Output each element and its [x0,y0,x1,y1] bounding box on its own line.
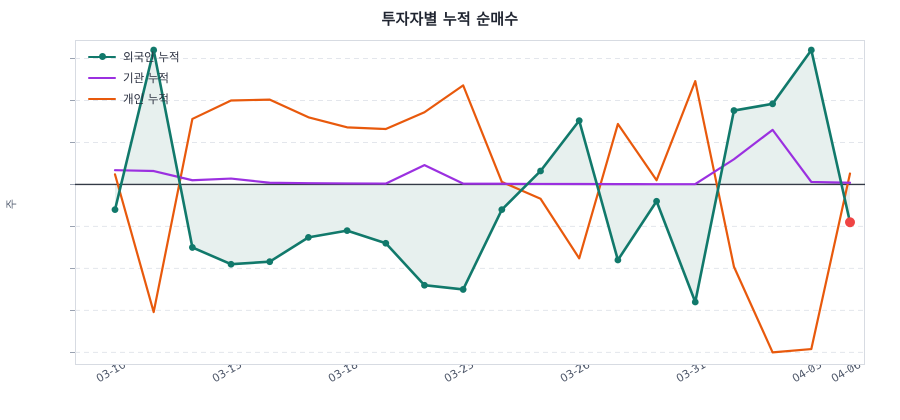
y-tick-mark [70,184,75,186]
x-tick-mark [347,365,349,370]
legend-swatch-icon [88,92,116,106]
x-tick-mark [231,365,233,370]
series-개인 누적 [113,80,852,354]
x-tick-mark [811,365,813,370]
data-point-marker [227,260,235,268]
data-point-marker [614,256,622,264]
x-tick-mark [463,365,465,370]
data-point-marker [730,107,738,114]
y-axis-tick-labels: 150K100K50K0-50K-100K-150K-200K [0,0,75,420]
data-point-marker [382,239,390,247]
y-tick-mark [70,58,75,60]
legend-swatch-icon [88,71,116,85]
legend-label: 기관 누적 [123,70,169,85]
data-point-marker [266,258,274,266]
chart-svg [75,40,865,365]
data-point-marker [343,227,351,235]
data-point-marker [111,206,119,214]
y-tick-mark [70,352,75,354]
y-tick-mark [70,268,75,270]
x-tick-mark [695,365,697,370]
data-point-marker [575,117,583,125]
legend-item-3[interactable]: 개인 누적 [88,90,180,107]
last-point-marker [845,217,855,228]
y-tick-mark [70,226,75,228]
y-tick-mark [70,100,75,102]
data-point-marker [421,281,428,289]
legend-label: 외국인 누적 [123,49,180,64]
data-point-marker [459,286,467,293]
chart-title: 투자자별 누적 순매수 [381,10,519,28]
legend-item-2[interactable]: 기관 누적 [88,69,180,86]
data-point-marker [653,197,660,205]
x-tick-mark [115,365,116,370]
data-point-marker [537,167,544,175]
series-외국인 누적 [111,46,852,306]
data-point-marker [150,46,158,54]
data-point-marker [691,298,699,306]
y-tick-mark [70,142,75,144]
y-tick-mark [70,310,75,312]
data-point-marker [188,244,196,251]
series-기관 누적 [113,128,852,186]
data-point-marker [807,46,815,54]
data-point-marker [769,100,777,108]
legend-swatch-icon [88,50,116,64]
data-point-marker [498,206,506,214]
plot-area [75,40,865,365]
data-point-marker [305,233,312,241]
legend-item-1[interactable]: 외국인 누적 [88,48,180,65]
series-fill-area [115,50,850,303]
x-tick-mark [850,365,851,370]
x-tick-mark [579,365,581,370]
legend-label: 개인 누적 [123,91,169,106]
